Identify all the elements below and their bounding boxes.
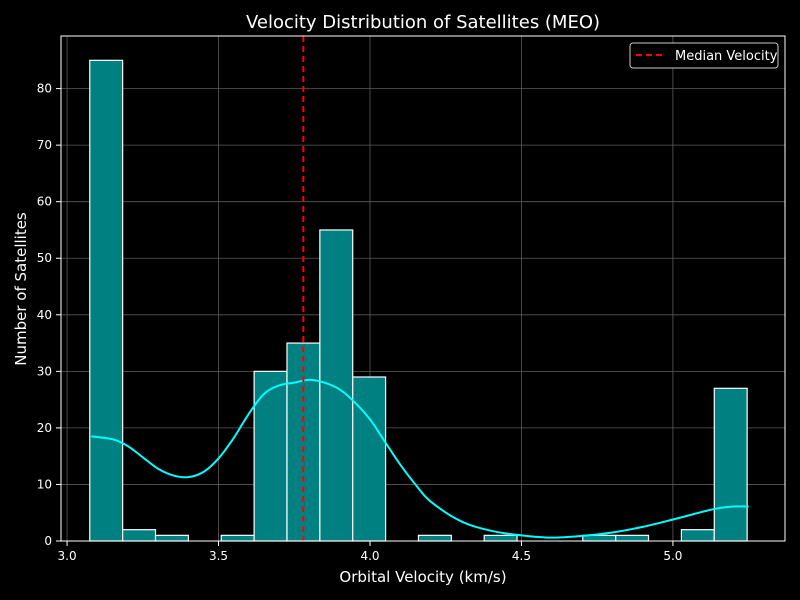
histogram-bar-19 bbox=[713, 387, 748, 542]
y-tick-label-7: 70 bbox=[37, 138, 52, 152]
y-tick-label-1: 10 bbox=[37, 477, 52, 491]
x-tick-label-2: 4.0 bbox=[360, 549, 379, 563]
y-tick-label-8: 80 bbox=[37, 82, 52, 96]
y-tick-label-4: 40 bbox=[37, 308, 52, 322]
x-tick-label-4: 5.0 bbox=[663, 549, 682, 563]
legend-box bbox=[629, 42, 779, 69]
legend-median-label: Median Velocity bbox=[675, 49, 778, 64]
y-tick-label-6: 60 bbox=[37, 195, 52, 209]
histogram-bar-2 bbox=[154, 534, 189, 542]
y-tick-label-2: 20 bbox=[37, 421, 52, 435]
kde-curve-group bbox=[91, 378, 749, 539]
x-tick-label-0: 3.0 bbox=[58, 549, 77, 563]
y-tick-label-5: 50 bbox=[37, 251, 52, 265]
histogram-bar-12 bbox=[483, 534, 518, 542]
grid-lines bbox=[61, 36, 785, 542]
histogram-bar-1 bbox=[122, 529, 157, 542]
plot-frame bbox=[60, 35, 786, 542]
histogram-bar-8 bbox=[352, 376, 387, 542]
y-axis-ticks: 0 10 20 30 40 50 60 70 80 bbox=[37, 82, 61, 548]
x-tick-label-3: 4.5 bbox=[512, 549, 531, 563]
y-axis-label: Number of Satellites bbox=[12, 212, 30, 366]
histogram-bar-10 bbox=[417, 534, 452, 542]
y-tick-label-3: 30 bbox=[37, 364, 52, 378]
histogram-bar-16 bbox=[615, 534, 650, 542]
chart-title: Velocity Distribution of Satellites (MEO… bbox=[246, 12, 600, 33]
x-axis-ticks: 3.0 3.5 4.0 4.5 5.0 bbox=[58, 541, 682, 563]
histogram-bar-0 bbox=[89, 59, 124, 542]
histogram-bar-18 bbox=[680, 529, 715, 542]
kde-curve bbox=[91, 378, 749, 539]
histogram-bar-4 bbox=[220, 534, 255, 542]
histogram-bar-5 bbox=[253, 370, 288, 542]
y-tick-label-0: 0 bbox=[44, 534, 52, 548]
x-axis-label: Orbital Velocity (km/s) bbox=[339, 568, 506, 586]
legend: Median Velocity bbox=[629, 42, 779, 69]
histogram-bar-7 bbox=[319, 229, 354, 542]
x-tick-label-1: 3.5 bbox=[209, 549, 228, 563]
